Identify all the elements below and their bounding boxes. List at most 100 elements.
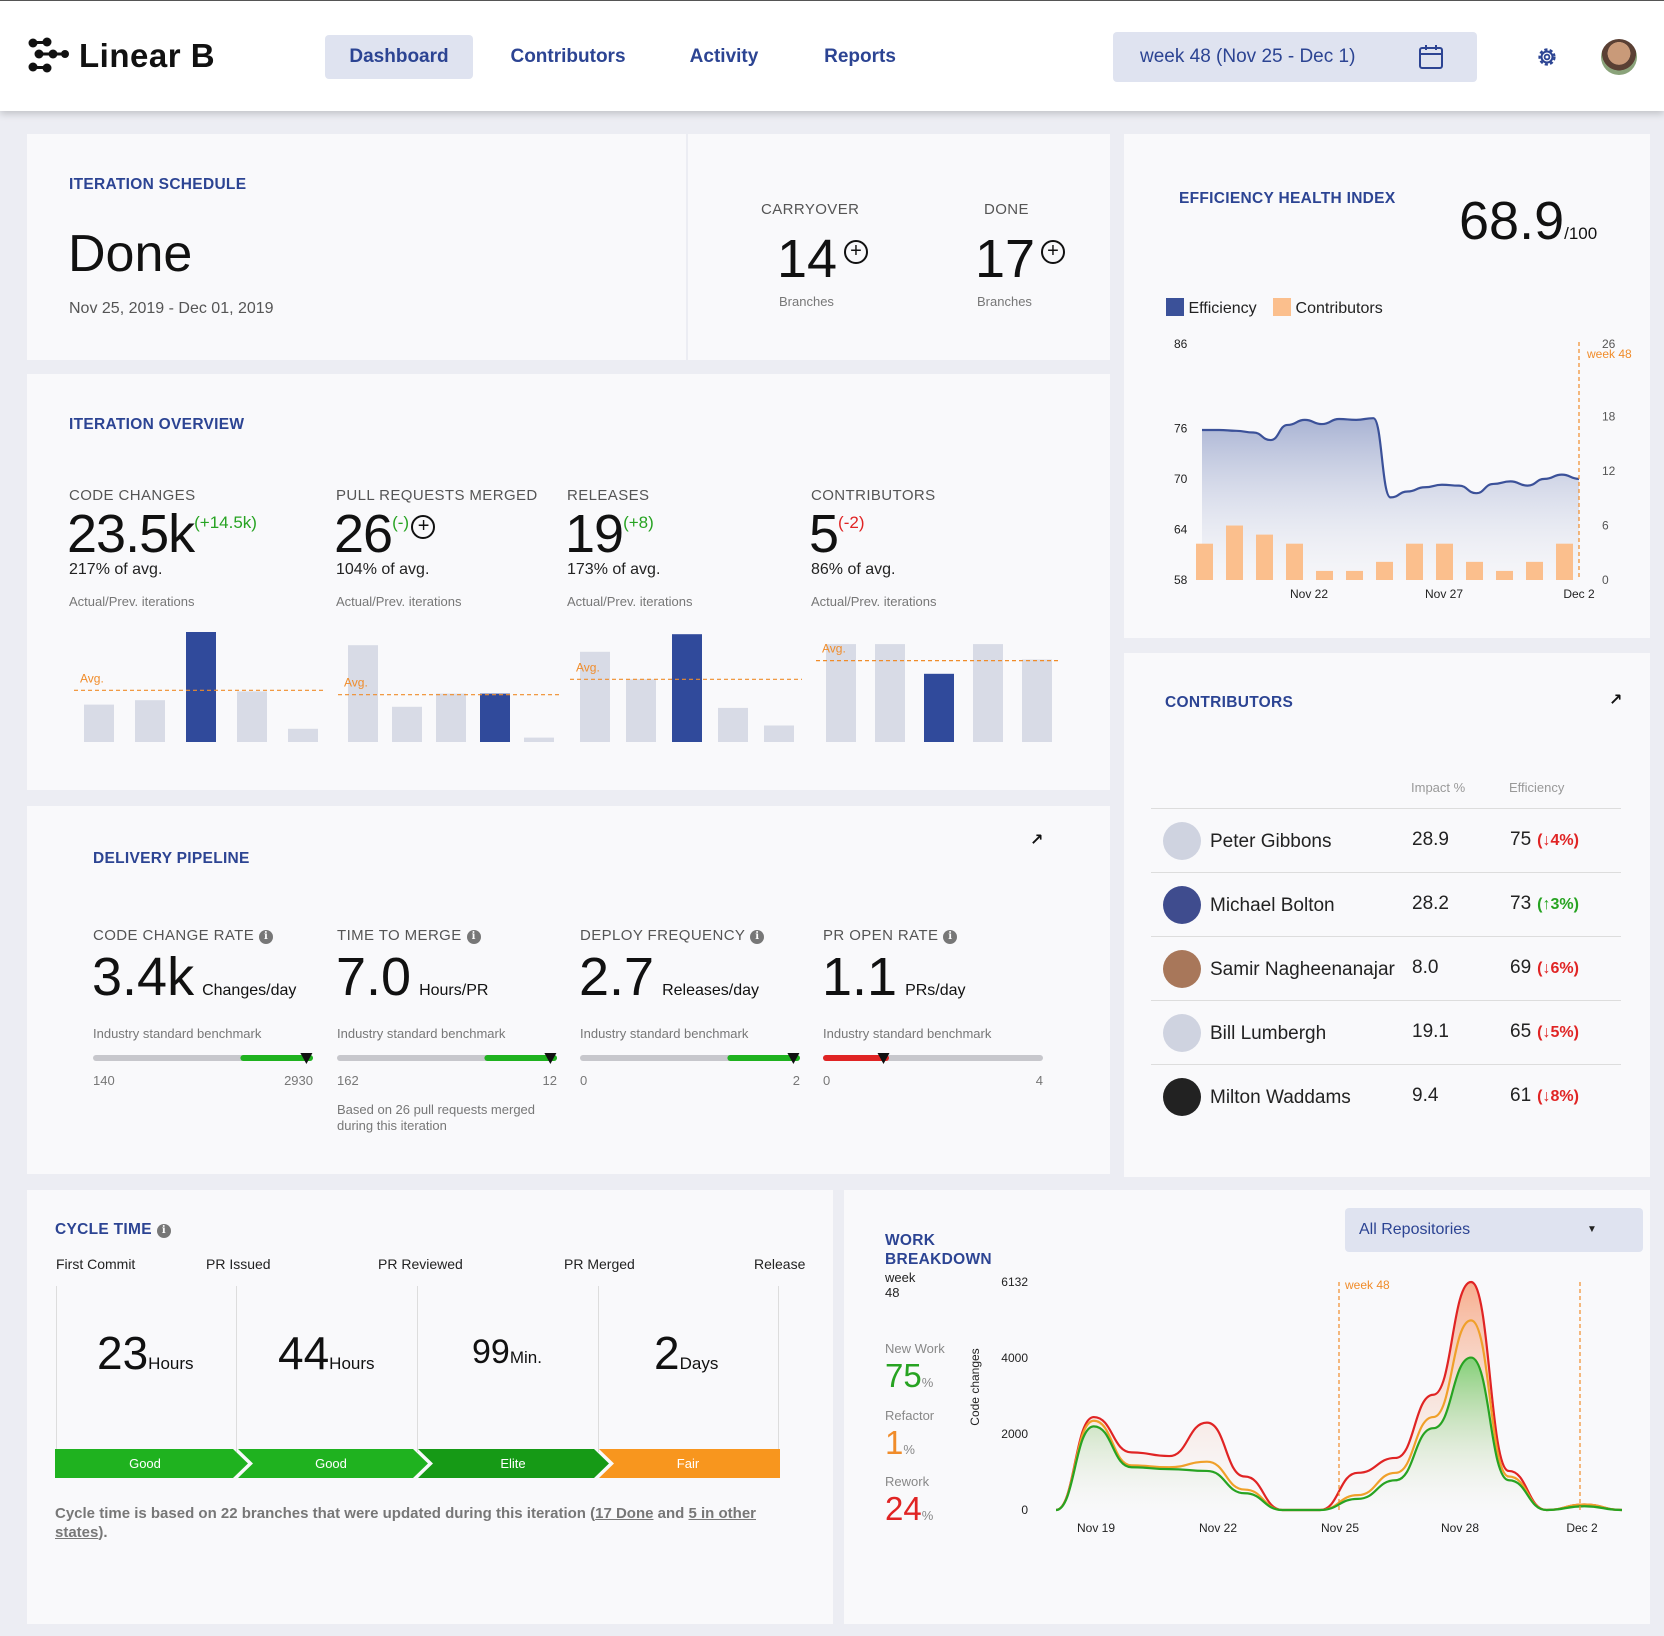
contributors-bar	[1286, 543, 1303, 580]
expand-contributors-icon[interactable]: ↗	[1609, 692, 1623, 709]
efficiency-score: 68.9/100	[1459, 191, 1598, 251]
cycle-value-3: 99Min.	[472, 1333, 542, 1371]
contributor-efficiency: 75 (↓4%)	[1510, 829, 1579, 850]
contributor-name: Bill Lumbergh	[1210, 1023, 1327, 1044]
y-tick: 6132	[1001, 1275, 1028, 1289]
y-tick-left: 86	[1174, 337, 1188, 351]
link-other-states[interactable]: 5 in other states	[55, 1505, 757, 1541]
gauge-fill	[727, 1055, 800, 1061]
overview-bar	[392, 706, 422, 742]
area-new-work	[1056, 1357, 1622, 1510]
info-icon[interactable]: i	[156, 1224, 171, 1238]
info-icon[interactable]: i	[750, 930, 765, 944]
gauge-marker	[877, 1053, 890, 1064]
metric-delta: (+14.5k)	[194, 513, 257, 532]
efficiency-legend: Efficiency Contributors	[1166, 298, 1383, 318]
contributor-row[interactable]: Peter Gibbons 28.9 75 (↓4%)	[1151, 808, 1621, 872]
metric-label: PULL REQUESTS MERGED	[336, 487, 538, 504]
nav-activity[interactable]: Activity	[689, 46, 759, 67]
info-icon[interactable]: i	[943, 930, 958, 944]
metric-delta: (-)	[392, 513, 410, 532]
metric-note: Actual/Prev. iterations	[69, 594, 195, 609]
cycle-divider	[778, 1286, 779, 1452]
pipeline-metric-value: 2.7 Releases/day	[579, 947, 760, 1007]
carryover-unit: Branches	[779, 294, 834, 309]
contributor-row[interactable]: Samir Nagheenanajar 8.0 69 (↓6%)	[1151, 936, 1621, 1000]
pipeline-metric-unit: Changes/day	[202, 982, 297, 999]
gauge-min: 0	[580, 1073, 588, 1088]
cycle-time-title: CYCLE TIME i	[55, 1221, 171, 1239]
nav-contributors[interactable]: Contributors	[510, 46, 626, 67]
avatar[interactable]	[1601, 39, 1637, 75]
contributor-row[interactable]: Bill Lumbergh 19.1 65 (↓5%)	[1151, 1000, 1621, 1064]
benchmark-gauge	[337, 1053, 557, 1064]
overview-bar	[826, 644, 856, 742]
y-tick: 4000	[1001, 1351, 1028, 1365]
week-picker[interactable]: week 48 (Nov 25 - Dec 1)	[1113, 32, 1477, 82]
week-marker-label: week 48	[1586, 347, 1632, 361]
efficiency-delta: (↓5%)	[1537, 1024, 1579, 1041]
work-breakdown-week: week 48	[885, 1270, 916, 1300]
metric-pct: 104% of avg.	[336, 561, 430, 578]
rating-fair	[599, 1449, 780, 1478]
overview-bar	[924, 673, 954, 742]
efficiency-health-title: EFFICIENCY HEALTH INDEX	[1179, 190, 1396, 207]
metric-note: Actual/Prev. iterations	[811, 594, 937, 609]
overview-bar	[973, 644, 1003, 742]
y-tick-left: 64	[1174, 522, 1188, 536]
header-efficiency: Efficiency	[1509, 780, 1565, 795]
rework-pct: 24%	[885, 1490, 934, 1527]
info-icon[interactable]: i	[466, 930, 481, 944]
expand-carryover-icon[interactable]: +	[844, 240, 868, 264]
overview-bar	[718, 707, 748, 742]
avg-label: Avg.	[822, 642, 846, 656]
overview-bar	[480, 693, 510, 742]
link-done[interactable]: 17 Done	[595, 1505, 654, 1522]
avg-label: Avg.	[344, 676, 368, 690]
metric-delta: (+8)	[623, 513, 654, 532]
benchmark-gauge	[580, 1053, 800, 1064]
expand-arrow-icon[interactable]: ↗	[1030, 832, 1044, 849]
gauge-fill	[484, 1055, 557, 1061]
week-marker-label: week 48	[1344, 1278, 1390, 1292]
gauge-marker	[544, 1053, 557, 1064]
rating-label-1: Good	[129, 1456, 161, 1471]
x-tick: Nov 25	[1321, 1521, 1359, 1535]
contributors-bar	[1526, 561, 1543, 580]
gear-icon[interactable]	[1535, 45, 1559, 69]
y-axis-title: Code changes	[968, 1348, 982, 1426]
logo[interactable]: Linear B	[27, 37, 215, 75]
metric-value: 19(+8)	[565, 504, 654, 564]
expand-done-icon[interactable]: +	[1041, 240, 1065, 264]
done-value: 17 +	[975, 228, 1065, 290]
rating-label-4: Fair	[677, 1456, 700, 1471]
pipeline-metric-unit: Releases/day	[662, 982, 760, 999]
repository-dropdown[interactable]: All Repositories ▼	[1345, 1208, 1643, 1252]
refactor-label: Refactor	[885, 1408, 935, 1423]
overview-bar	[875, 644, 905, 742]
pipeline-metric-label: TIME TO MERGE i	[337, 927, 481, 944]
pipeline-metric-unit: Hours/PR	[419, 982, 489, 999]
gauge-fill	[240, 1055, 313, 1061]
contributor-name: Michael Bolton	[1210, 895, 1335, 916]
logo-icon	[28, 37, 69, 73]
contributor-row[interactable]: Michael Bolton 28.2 73 (↑3%)	[1151, 872, 1621, 936]
carryover-label: CARRYOVER	[761, 201, 860, 218]
overview-bar	[135, 700, 165, 742]
cycle-time-card	[27, 1190, 833, 1624]
overview-bar	[524, 737, 554, 742]
avatar	[1163, 950, 1201, 988]
contributor-name: Peter Gibbons	[1210, 831, 1332, 852]
nav-reports[interactable]: Reports	[824, 46, 896, 67]
nav-dashboard[interactable]: Dashboard	[325, 35, 473, 79]
expand-prs-icon[interactable]: +	[411, 515, 436, 539]
delivery-pipeline-card	[27, 806, 1110, 1174]
metric-value: 23.5k(+14.5k)	[67, 504, 257, 564]
benchmark-gauge	[823, 1053, 1043, 1064]
overview-bar	[626, 679, 656, 742]
contributors-bar	[1316, 570, 1333, 580]
info-icon[interactable]: i	[259, 930, 274, 944]
contributor-row[interactable]: Milton Waddams 9.4 61 (↓8%)	[1151, 1064, 1621, 1128]
stage-release: Release	[754, 1256, 806, 1272]
pipeline-metric-value: 7.0 Hours/PR	[336, 947, 489, 1007]
